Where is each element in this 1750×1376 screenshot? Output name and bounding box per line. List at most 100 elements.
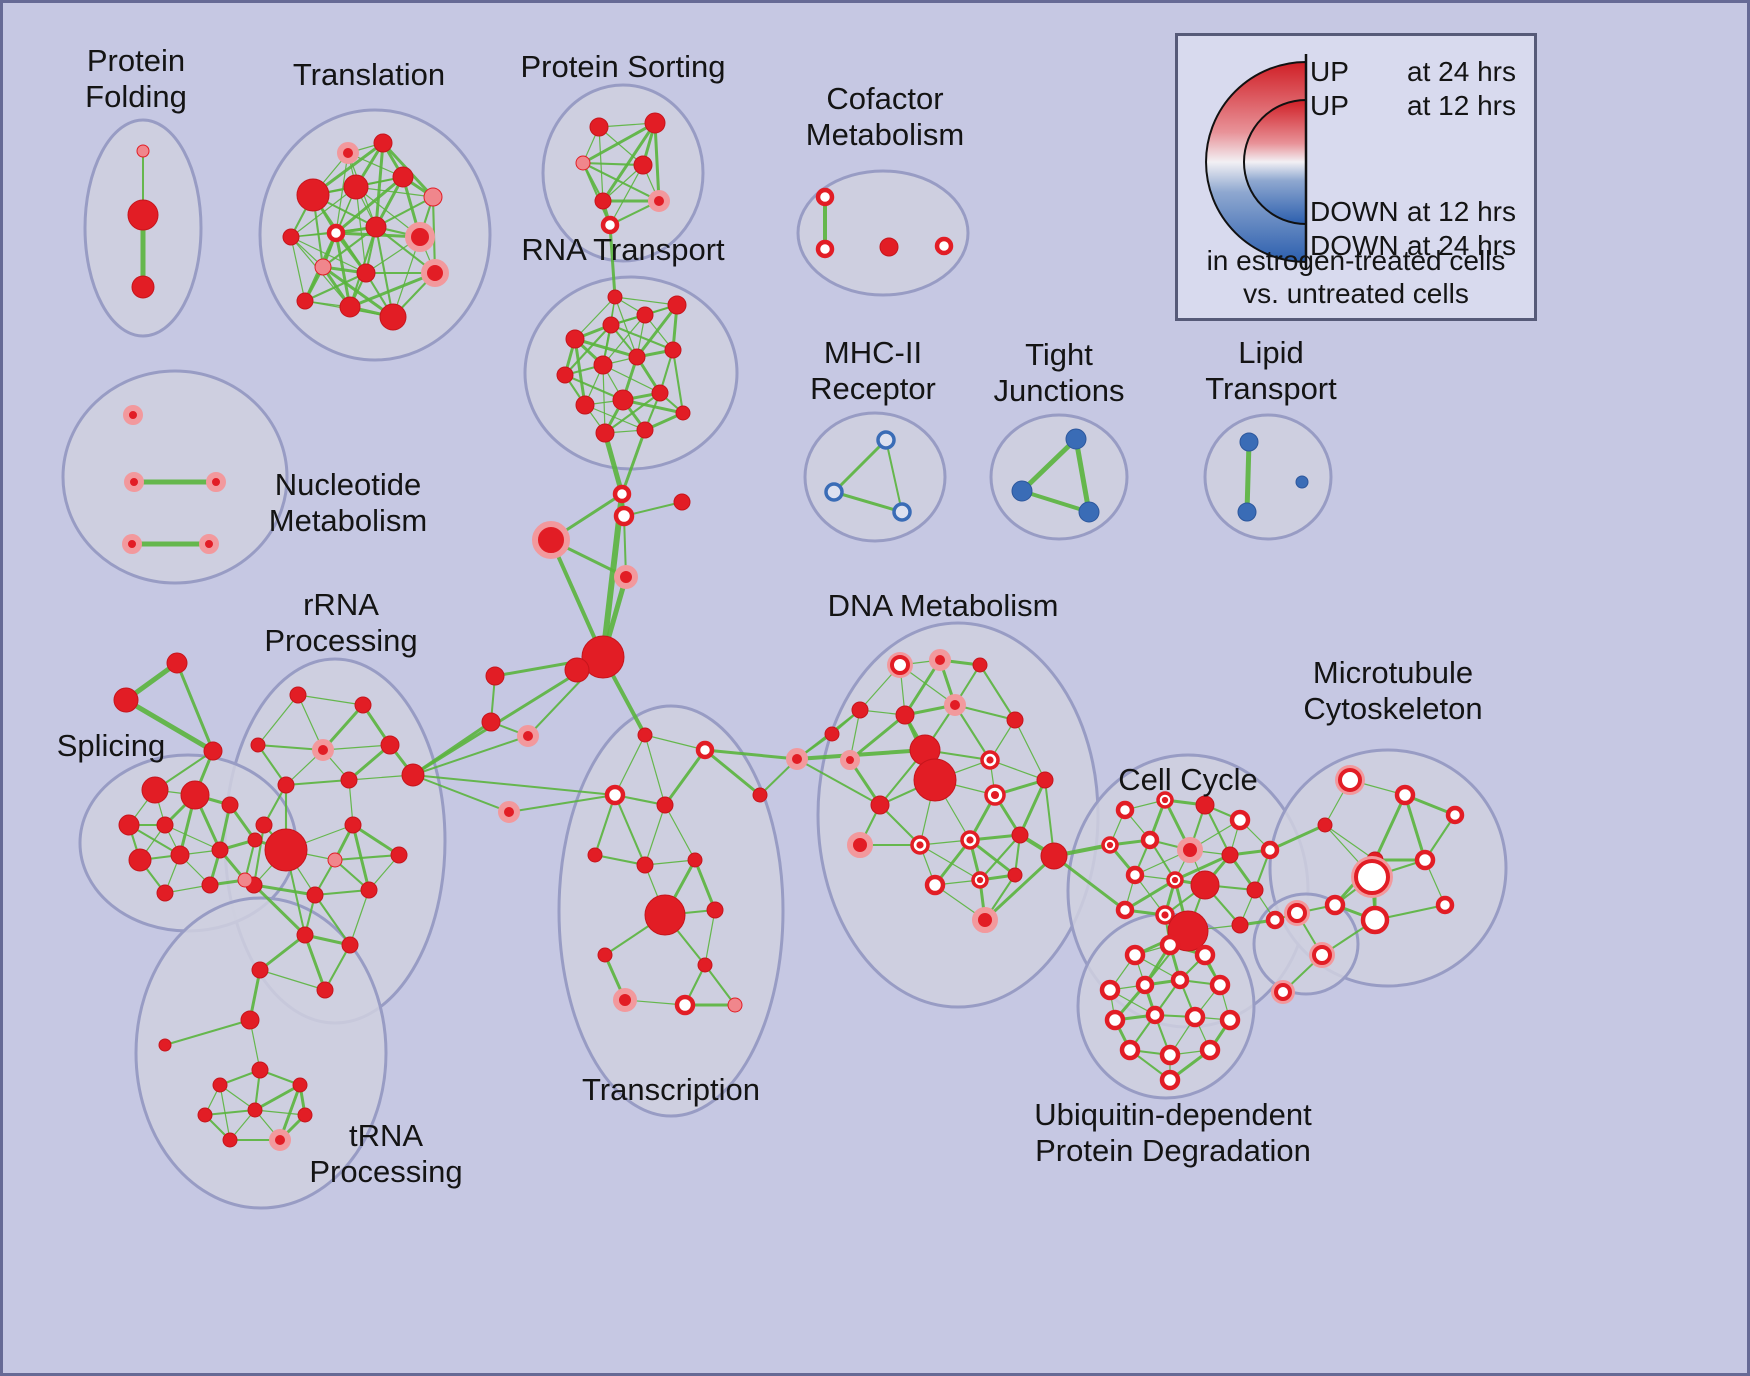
edge (620, 428, 647, 496)
node (166, 652, 188, 674)
node (1159, 934, 1181, 956)
node (1099, 979, 1121, 1001)
node (264, 828, 308, 872)
node (1295, 475, 1309, 489)
node (1199, 1039, 1221, 1061)
node (337, 142, 359, 164)
edge (795, 748, 927, 761)
node (575, 395, 595, 415)
edge (1173, 853, 1232, 882)
node (1036, 771, 1054, 789)
node (1124, 944, 1146, 966)
legend-direction: DOWN (1310, 196, 1399, 227)
edge (374, 195, 435, 229)
node-core (976, 876, 984, 884)
node (341, 936, 359, 954)
node (1229, 809, 1251, 831)
edge (989, 759, 1046, 781)
node (197, 1107, 213, 1123)
edge (349, 889, 370, 946)
node (840, 750, 860, 770)
edge (259, 969, 326, 991)
node (1065, 428, 1087, 450)
node (1246, 881, 1264, 899)
edge (644, 804, 666, 866)
legend-row-up-24: UP at 24 hrs (1178, 56, 1534, 88)
node (612, 484, 632, 504)
legend-row-down-12: DOWN at 12 hrs (1178, 196, 1534, 228)
node (344, 816, 362, 834)
node (354, 696, 372, 714)
node (575, 155, 591, 171)
edge (608, 223, 617, 299)
node (644, 894, 686, 936)
legend-time: at 12 hrs (1407, 90, 1516, 121)
edge (581, 161, 645, 167)
node (706, 901, 724, 919)
edge (175, 661, 215, 753)
edge (978, 663, 1017, 722)
node (296, 292, 314, 310)
up-down-scale-icon (1205, 54, 1308, 270)
edge (796, 758, 881, 806)
node (972, 907, 998, 933)
node (644, 112, 666, 134)
edge (609, 164, 644, 226)
node (687, 852, 703, 868)
node (944, 694, 966, 716)
edge (832, 438, 888, 494)
node (924, 874, 946, 896)
node (1135, 975, 1155, 995)
node (296, 926, 314, 944)
node (255, 816, 273, 834)
node (170, 845, 190, 865)
node (581, 635, 625, 679)
label-mhc-ii-receptor: Receptor (810, 371, 936, 406)
edge (671, 348, 685, 415)
node (405, 222, 435, 252)
cluster-tight-junctions (989, 413, 1129, 541)
edge (1052, 854, 1127, 912)
edge (919, 844, 981, 881)
edge (1324, 824, 1376, 861)
node (122, 534, 142, 554)
node (401, 763, 425, 787)
node (1435, 895, 1455, 915)
node (1260, 840, 1280, 860)
node (1239, 432, 1259, 452)
label-translation: Translation (293, 57, 445, 92)
node (237, 872, 253, 888)
node (1317, 817, 1333, 833)
node (587, 847, 603, 863)
edge (252, 883, 317, 897)
node (637, 727, 653, 743)
edge (885, 439, 903, 513)
node (824, 726, 840, 742)
node (1360, 905, 1390, 935)
node-core (966, 836, 974, 844)
node (127, 199, 159, 231)
node (1231, 916, 1249, 934)
edge (411, 720, 493, 777)
node (1125, 865, 1145, 885)
label-protein-folding: Folding (85, 79, 187, 114)
node (206, 472, 226, 492)
node (340, 771, 358, 789)
node (1274, 983, 1292, 1001)
node (1324, 894, 1346, 916)
node-core (916, 841, 924, 849)
edge (848, 713, 907, 762)
nodes (113, 112, 1465, 1151)
edge (693, 858, 717, 912)
node (292, 1077, 308, 1093)
node (277, 776, 295, 794)
label-protein-sorting: Protein Sorting (520, 49, 725, 84)
label-nucleotide-metabolism: Metabolism (269, 503, 428, 538)
node-core (990, 790, 1000, 800)
edge (303, 933, 327, 992)
node (297, 1107, 313, 1123)
node (1219, 1009, 1241, 1031)
node (289, 686, 307, 704)
label-ubiquitin-degradation: Ubiquitin-dependent (1034, 1097, 1312, 1132)
